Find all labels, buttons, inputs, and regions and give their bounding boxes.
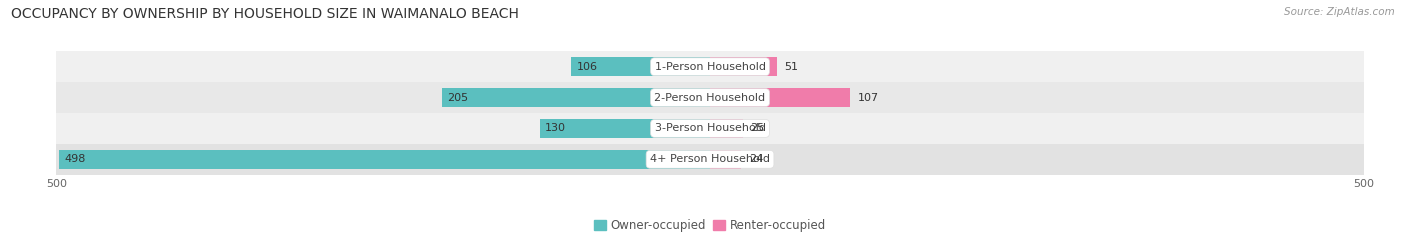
Text: 24: 24 bbox=[749, 154, 763, 164]
Bar bbox=[710, 119, 742, 138]
Bar bbox=[56, 51, 1364, 82]
Text: 1-Person Household: 1-Person Household bbox=[655, 62, 765, 72]
Bar bbox=[710, 88, 851, 107]
Bar bbox=[710, 150, 741, 169]
Bar bbox=[571, 57, 710, 76]
Text: OCCUPANCY BY OWNERSHIP BY HOUSEHOLD SIZE IN WAIMANALO BEACH: OCCUPANCY BY OWNERSHIP BY HOUSEHOLD SIZE… bbox=[11, 7, 519, 21]
Legend: Owner-occupied, Renter-occupied: Owner-occupied, Renter-occupied bbox=[589, 214, 831, 233]
Bar bbox=[56, 82, 1364, 113]
Text: 130: 130 bbox=[546, 123, 567, 134]
Text: 25: 25 bbox=[751, 123, 765, 134]
Bar bbox=[540, 119, 710, 138]
Bar bbox=[710, 57, 776, 76]
Text: 51: 51 bbox=[785, 62, 799, 72]
Text: 2-Person Household: 2-Person Household bbox=[654, 93, 766, 103]
Bar bbox=[56, 113, 1364, 144]
Text: 106: 106 bbox=[576, 62, 598, 72]
Text: 4+ Person Household: 4+ Person Household bbox=[650, 154, 770, 164]
Text: 205: 205 bbox=[447, 93, 468, 103]
Text: Source: ZipAtlas.com: Source: ZipAtlas.com bbox=[1284, 7, 1395, 17]
Bar bbox=[56, 144, 1364, 175]
Bar bbox=[59, 150, 710, 169]
Text: 107: 107 bbox=[858, 93, 879, 103]
Bar bbox=[441, 88, 710, 107]
Text: 3-Person Household: 3-Person Household bbox=[655, 123, 765, 134]
Text: 498: 498 bbox=[65, 154, 86, 164]
